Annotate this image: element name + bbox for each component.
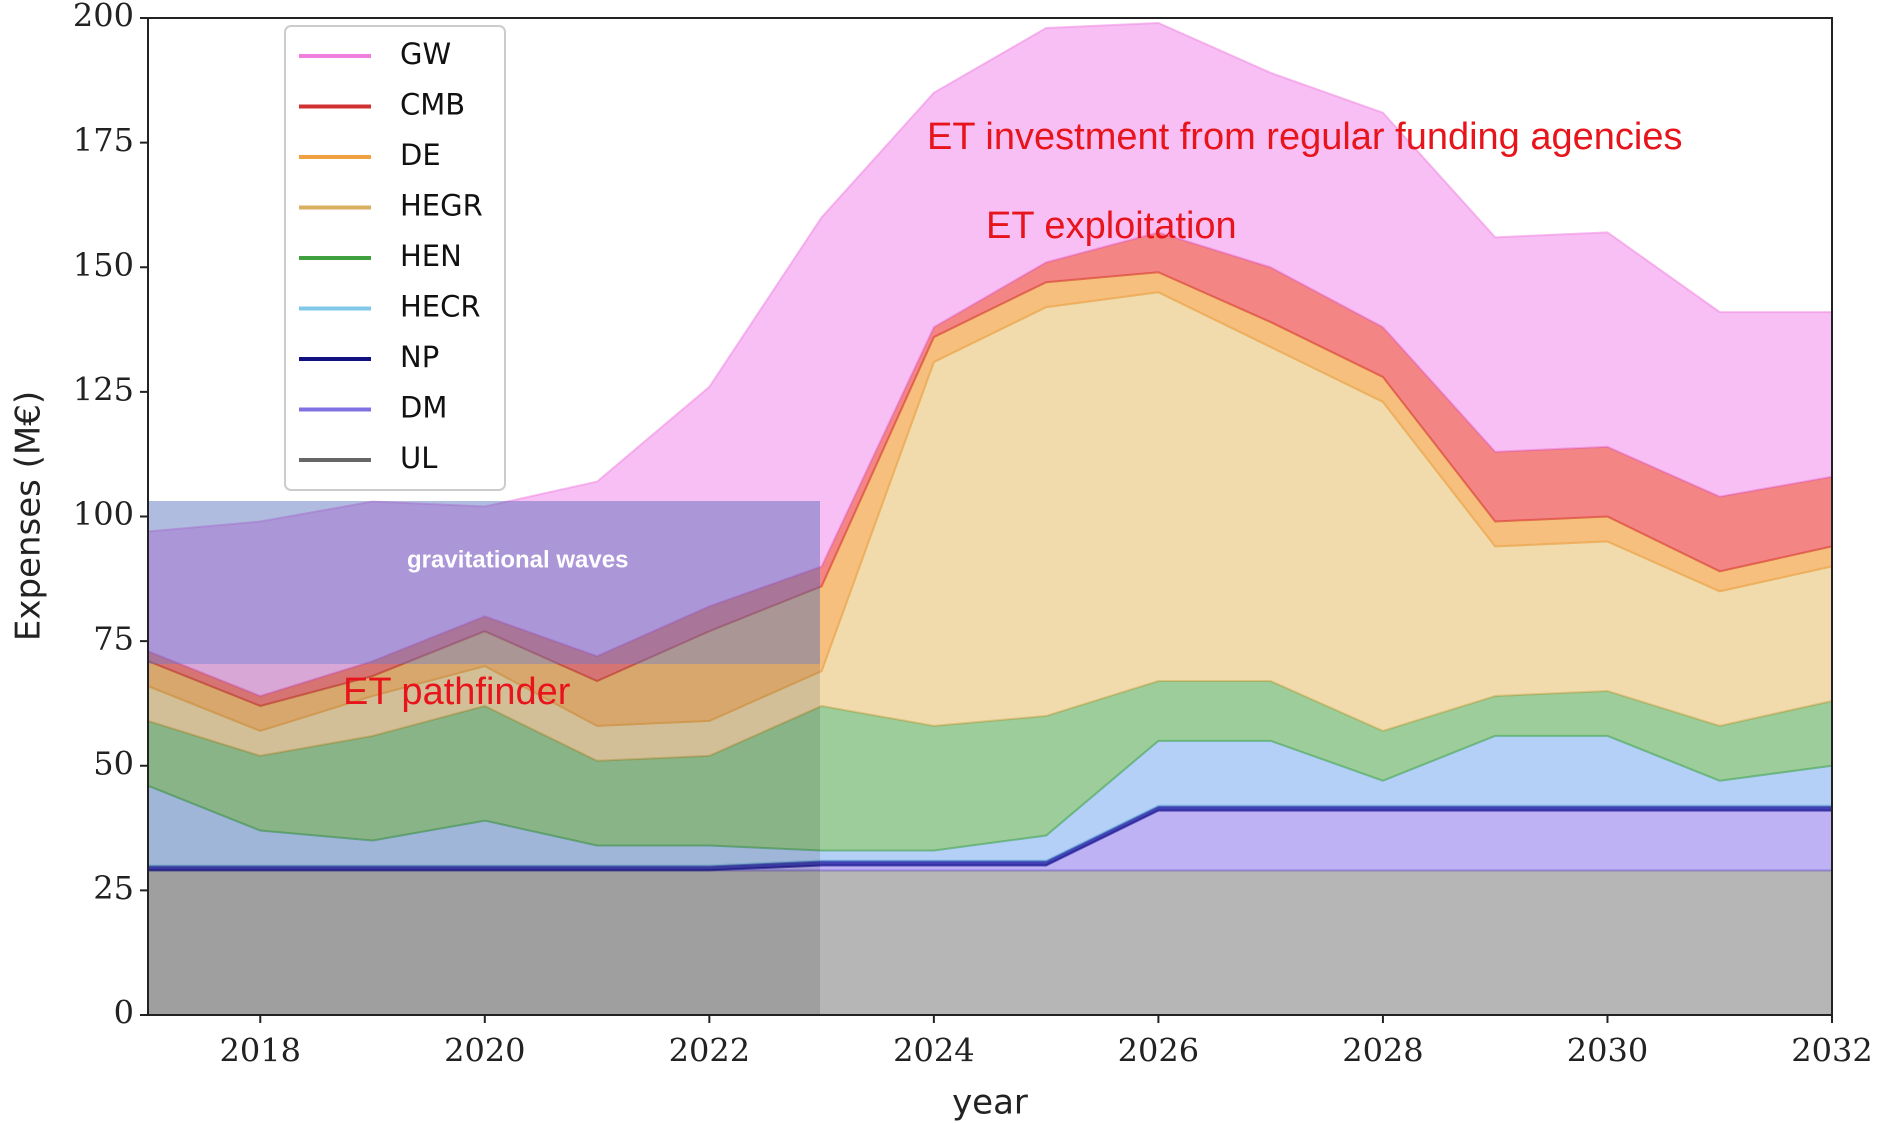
x-tick-label: 2026 (1118, 1032, 1199, 1070)
legend-label: GW (400, 37, 451, 71)
legend-label: UL (400, 441, 437, 475)
annotation: gravitational waves (407, 546, 628, 573)
overlay-shade (148, 501, 820, 1015)
annotation: ET exploitation (986, 205, 1237, 247)
legend-label: NP (400, 340, 439, 374)
x-tick-label: 2022 (669, 1032, 750, 1070)
y-tick-label: 50 (93, 744, 134, 782)
legend-label: DM (400, 391, 447, 425)
y-tick-label: 25 (93, 869, 134, 907)
y-tick-label: 175 (73, 121, 134, 159)
overlay-inset (148, 501, 820, 664)
y-tick-label: 200 (73, 0, 134, 35)
x-tick-label: 2028 (1342, 1032, 1423, 1070)
area (148, 21, 1832, 698)
legend-box (284, 25, 506, 491)
x-tick-label: 2018 (220, 1032, 301, 1070)
y-tick-label: 100 (73, 495, 134, 533)
y-tick-label: 125 (73, 370, 134, 408)
annotation: ET pathfinder (343, 671, 571, 713)
y-tick-label: 150 (73, 246, 134, 284)
x-tick-label: 2020 (444, 1032, 525, 1070)
legend-label: HEGR (400, 189, 483, 223)
plot-area (148, 21, 1832, 1015)
x-tick-label: 2032 (1791, 1032, 1872, 1070)
annotation: ET investment from regular funding agenc… (927, 116, 1682, 158)
x-tick-label: 2024 (893, 1032, 974, 1070)
y-axis-label: Expenses (M€) (9, 391, 49, 641)
legend-label: CMB (400, 88, 465, 122)
x-axis-label: year (952, 1083, 1028, 1123)
plot-frame (147, 17, 1833, 1016)
x-tick-label: 2030 (1567, 1032, 1648, 1070)
legend-label: HEN (400, 239, 462, 273)
legend: GW CMB DE HEGR HEN HECR NP DM UL (284, 25, 506, 491)
y-tick-label: 0 (114, 994, 134, 1032)
legend-label: HECR (400, 290, 481, 324)
y-tick-label: 75 (93, 620, 134, 658)
legend-label: DE (400, 138, 441, 172)
